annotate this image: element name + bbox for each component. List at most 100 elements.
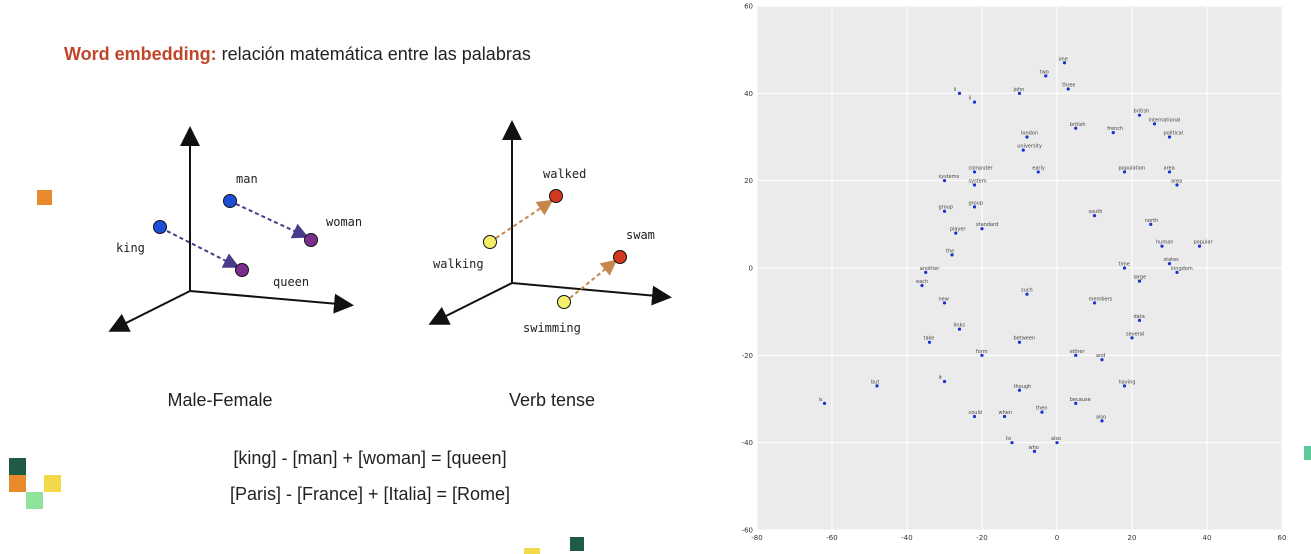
scatter-point: [1167, 135, 1172, 139]
point-label: london: [1021, 131, 1038, 137]
king-point: [153, 220, 167, 234]
point-label: systems: [939, 174, 960, 180]
scatter-point: [1066, 87, 1070, 91]
point-label: area: [1171, 179, 1182, 185]
point-label: group: [939, 205, 954, 211]
point-label: british: [1134, 109, 1150, 115]
scatter-point: [1055, 441, 1059, 445]
point-label: south: [1089, 209, 1103, 215]
scatter-point: [1100, 358, 1104, 362]
x-tick-label: -80: [751, 534, 762, 542]
scatter-point: [1025, 135, 1029, 139]
swimming-point: [557, 295, 571, 309]
point-label: because: [1070, 397, 1091, 403]
point-label: john: [1013, 87, 1025, 93]
man-woman-arrow: [235, 203, 309, 239]
label-queen: queen: [273, 275, 309, 289]
walking-walked-arrow: [495, 199, 554, 239]
tsne-scatter-plot: -80 -60 -40 -20 0 20 40 606040200-20-40-60onetw…: [742, 3, 1287, 543]
y-tick-label: 40: [744, 90, 753, 98]
point-label: one: [1059, 56, 1068, 62]
point-label: early: [1032, 165, 1045, 171]
point-label: links: [954, 323, 966, 329]
scatter-point: [942, 209, 947, 213]
scatter-point: [957, 327, 962, 331]
scatter-point: [1160, 244, 1164, 248]
scatter-point: [1036, 170, 1040, 174]
decor-square-dark-green: [9, 458, 26, 475]
decor-square-yellow: [44, 475, 61, 492]
queen-point: [235, 263, 249, 277]
scatter-point: [1032, 449, 1037, 453]
y-tick-label: 0: [749, 265, 753, 273]
verb-tense-axes: [428, 120, 672, 325]
point-label: the: [946, 248, 954, 254]
scatter-point: [972, 170, 977, 174]
scatter-point: [822, 401, 827, 405]
point-label: three: [1062, 82, 1075, 88]
title-rest: relación matemática entre las palabras: [216, 44, 531, 64]
scatter-point: [972, 183, 977, 187]
decor-square-teal: [1304, 446, 1311, 460]
decor-square-orange: [37, 190, 52, 205]
point-label: computer: [969, 165, 994, 171]
point-label: is: [819, 397, 823, 403]
point-label: could: [969, 410, 983, 416]
point-label: international: [1149, 117, 1181, 123]
scatter-point: [1122, 266, 1127, 270]
scatter-point: [1175, 270, 1179, 274]
point-label: having: [1119, 379, 1136, 385]
scatter-point: [1137, 279, 1142, 283]
scatter-point: [972, 414, 977, 419]
point-label: standard: [976, 222, 998, 228]
scatter-point: [1122, 384, 1127, 388]
decor-square-yellow-2: [524, 548, 540, 554]
caption-verb-tense: Verb tense: [508, 390, 596, 410]
point-label: area: [1164, 165, 1175, 171]
scatter-point: [980, 353, 984, 357]
x-tick-label: -40: [901, 534, 912, 542]
scatter-point: [980, 227, 984, 231]
point-label: data: [1134, 314, 1145, 320]
point-label: members: [1089, 296, 1113, 302]
scatter-point: [1122, 170, 1127, 174]
point-label: then: [1036, 406, 1047, 412]
swimming-swam-arrow: [569, 259, 618, 299]
label-swam: swam: [626, 228, 655, 242]
point-label: each: [916, 279, 928, 285]
y-tick-label: 60: [744, 3, 753, 11]
scatter-point: [1111, 131, 1115, 135]
label-swimming: swimming: [523, 321, 581, 335]
label-man: man: [236, 172, 258, 186]
x-tick-label: 20: [1128, 534, 1137, 542]
x-tick-label: -60: [826, 534, 837, 542]
scatter-point: [972, 205, 977, 209]
scatter-point: [942, 301, 947, 305]
equation-paris-rome: [Paris] - [France] + [Italia] = [Rome]: [229, 484, 511, 504]
point-label: also: [1051, 436, 1061, 442]
point-label: political: [1164, 131, 1184, 137]
point-label: take: [924, 336, 935, 342]
x-tick-label: 0: [1055, 534, 1059, 542]
point-label: new: [939, 296, 949, 302]
scatter-point: [950, 253, 954, 257]
point-label: several: [1126, 331, 1144, 337]
point-label: ii: [954, 87, 957, 93]
scatter-point: [1167, 170, 1172, 174]
scatter-point: [1197, 244, 1202, 248]
scatter-point: [924, 270, 928, 274]
scatter-point: [875, 384, 879, 388]
scatter-point: [1044, 74, 1048, 78]
scatter-point: [1167, 262, 1172, 266]
walked-point: [549, 189, 563, 203]
embedding-diagrams: king man woman queen walking walked swim…: [108, 120, 672, 335]
point-label: university: [1017, 144, 1042, 150]
scatter-point: [1074, 126, 1078, 130]
man-point: [223, 194, 237, 208]
point-label: such: [1021, 288, 1033, 294]
decor-square-dark-green-2: [570, 537, 584, 551]
point-label: though: [1014, 384, 1032, 390]
scatter-point: [1062, 61, 1067, 65]
point-label: french: [1107, 126, 1123, 132]
point-label: another: [920, 266, 940, 272]
